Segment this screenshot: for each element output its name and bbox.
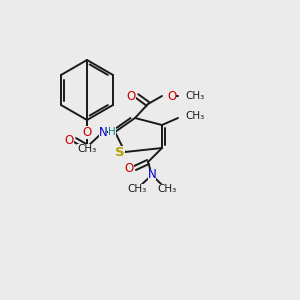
- Text: O: O: [64, 134, 74, 146]
- Text: CH₃: CH₃: [158, 184, 177, 194]
- Text: O: O: [124, 161, 134, 175]
- Text: H: H: [108, 127, 116, 137]
- Text: N: N: [148, 169, 156, 182]
- Text: CH₃: CH₃: [77, 144, 97, 154]
- Text: CH₃: CH₃: [128, 184, 147, 194]
- Text: O: O: [82, 125, 91, 139]
- Text: N: N: [99, 125, 107, 139]
- Text: O: O: [167, 89, 176, 103]
- Text: O: O: [126, 89, 136, 103]
- Text: S: S: [115, 146, 125, 158]
- Text: CH₃: CH₃: [185, 111, 204, 121]
- Text: CH₃: CH₃: [185, 91, 204, 101]
